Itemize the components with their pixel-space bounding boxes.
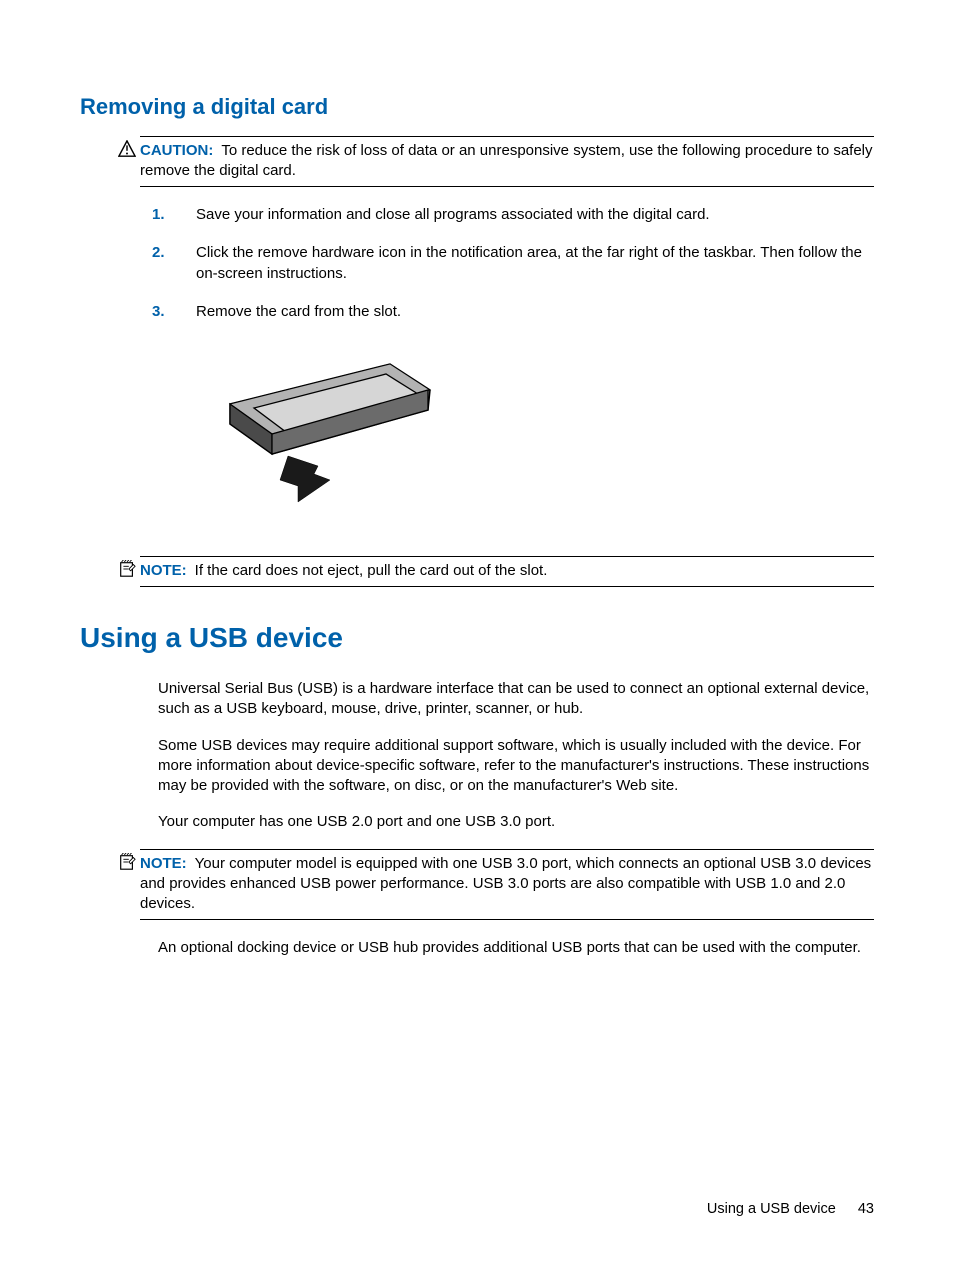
note-text: Your computer model is equipped with one… xyxy=(140,855,871,913)
usb-para-3: Your computer has one USB 2.0 port and o… xyxy=(158,812,874,832)
caution-text: To reduce the risk of loss of data or an… xyxy=(140,142,873,179)
note-icon xyxy=(118,560,136,578)
caution-callout: CAUTION:To reduce the risk of loss of da… xyxy=(140,136,874,188)
step-item: 2. Click the remove hardware icon in the… xyxy=(148,243,874,284)
steps-list: 1. Save your information and close all p… xyxy=(148,205,874,322)
footer-title: Using a USB device xyxy=(707,1201,836,1217)
section-heading-usb: Using a USB device xyxy=(80,619,874,657)
step-item: 1. Save your information and close all p… xyxy=(148,205,874,225)
step-number: 2. xyxy=(152,243,165,263)
note-text: If the card does not eject, pull the car… xyxy=(195,562,548,579)
note-label: NOTE: xyxy=(140,562,187,579)
usb-para-4: An optional docking device or USB hub pr… xyxy=(158,938,874,958)
caution-icon xyxy=(118,140,136,158)
usb-para-2: Some USB devices may require additional … xyxy=(158,736,874,797)
step-text: Click the remove hardware icon in the no… xyxy=(196,244,862,281)
caution-label: CAUTION: xyxy=(140,142,213,159)
note-callout-1: NOTE: If the card does not eject, pull th… xyxy=(140,556,874,587)
note-label: NOTE: xyxy=(140,855,187,872)
step-number: 1. xyxy=(152,205,165,225)
card-removal-figure xyxy=(200,346,450,526)
section-heading-removing: Removing a digital card xyxy=(80,92,874,122)
step-text: Save your information and close all prog… xyxy=(196,206,710,223)
footer-page-number: 43 xyxy=(858,1201,874,1217)
note-callout-2: NOTE:Your computer model is equipped wit… xyxy=(140,849,874,921)
step-text: Remove the card from the slot. xyxy=(196,303,401,320)
page-footer: Using a USB device 43 xyxy=(707,1200,874,1220)
step-number: 3. xyxy=(152,302,165,322)
note-icon xyxy=(118,853,136,871)
step-item: 3. Remove the card from the slot. xyxy=(148,302,874,322)
usb-para-1: Universal Serial Bus (USB) is a hardware… xyxy=(158,679,874,720)
